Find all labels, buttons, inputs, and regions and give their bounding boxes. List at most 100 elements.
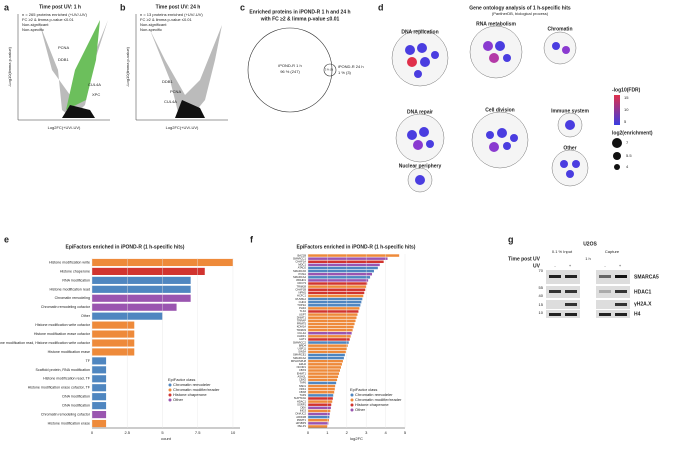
group-label: Immune system: [551, 108, 589, 114]
bar: [308, 418, 329, 422]
bar: [92, 419, 107, 428]
bar: [308, 387, 335, 391]
y-tick-label: CHD4: [299, 300, 307, 304]
protein: γH2A.X: [634, 301, 652, 307]
bar: [308, 359, 343, 363]
gene-label: CUL4A: [164, 99, 177, 104]
cloud-nonsig: [150, 25, 222, 118]
bar: [92, 348, 135, 356]
y-tick-label: USP11: [298, 346, 307, 350]
panel-title: Gene ontology analysis of 1 h-specific h…: [469, 5, 571, 11]
venn-label: iPOND-R 1 h: [278, 63, 301, 68]
bar: [308, 269, 374, 273]
legend: FC ≥2 & limma p-value ≤0.01: [22, 17, 75, 22]
legend: Non-specific: [140, 27, 162, 32]
bar: [308, 313, 358, 316]
group-label: RNA metabolism: [476, 21, 516, 27]
panel-subtitle: with FC ≥2 & limma p-value ≤0.01: [260, 16, 340, 22]
y-tick-label: DNMT1: [297, 315, 307, 319]
x-tick-label: 2: [346, 430, 349, 435]
legend-label: Chromatin modifier/reader: [173, 387, 220, 392]
y-tick-label: SMARCA4: [293, 275, 306, 279]
y-tick-label: Chromatin remodeling cofactor: [41, 305, 91, 309]
cloud-sig: [66, 20, 100, 110]
colorbar: [614, 95, 620, 125]
bar: [308, 266, 378, 270]
bar: [308, 282, 368, 285]
legend-tick: 7: [626, 140, 629, 145]
panel-letter: f: [250, 234, 254, 244]
legend-swatch: [350, 393, 354, 397]
bar: [92, 330, 135, 338]
legend-swatch: [168, 393, 172, 397]
bar: [308, 425, 328, 428]
axes: [17, 14, 110, 121]
y-tick-label: Histone modification erase: [48, 421, 90, 425]
lane-sign: -: [554, 263, 556, 268]
y-tick-label: Histone modification write cofactor: [35, 323, 91, 327]
bar: [308, 319, 356, 323]
y-tick-label: SSRP1: [297, 402, 306, 406]
y-tick-label: RNA modification: [62, 278, 90, 282]
y-tick-label: KDM1A: [297, 325, 306, 329]
panel-c: c Enriched proteins in iPOND-R 1 h and 2…: [240, 2, 364, 113]
group-circles: [391, 25, 589, 193]
y-tick-label: CHAF1B: [295, 287, 306, 291]
group-label: Chromatin: [548, 26, 573, 32]
gene-label: DDB1: [58, 57, 69, 62]
bar: [92, 276, 191, 284]
legend-label: Other: [355, 407, 366, 412]
bar: [308, 381, 337, 385]
cloud-nonspec: [62, 105, 95, 118]
x-tick-label: 3: [365, 430, 368, 435]
bar: [308, 300, 362, 304]
size-key: [612, 138, 622, 148]
panel-d: d Gene ontology analysis of 1 h-specific…: [378, 2, 653, 193]
y-tick-label: TAF9: [300, 393, 307, 397]
gene-label: PCNA: [170, 89, 181, 94]
bar: [92, 294, 191, 302]
kda: 15: [539, 302, 544, 307]
size-key: [613, 152, 621, 160]
bar: [308, 279, 369, 282]
bar: [308, 350, 346, 354]
bar: [92, 285, 191, 293]
y-tick-label: TAF6: [300, 381, 307, 385]
y-tick-label: TRIM28: [296, 284, 306, 288]
bar: [308, 257, 388, 260]
protein: SMARCA5: [634, 274, 659, 280]
panel-letter: b: [120, 2, 126, 12]
bar: [308, 378, 338, 382]
panel-subtitle: (PantherDB, biological process): [492, 11, 549, 16]
gene-label: DDB1: [162, 79, 173, 84]
bar: [308, 328, 353, 332]
x-tick-label: 4: [384, 430, 387, 435]
y-tick-label: MDC1: [298, 263, 306, 267]
legend-swatch: [350, 408, 354, 412]
venn-overlap: 3 % (9): [325, 68, 333, 72]
legend-label: Chromatin modifier/reader: [355, 397, 402, 402]
venn-label: iPOND-R 24 h: [338, 64, 364, 69]
bar: [308, 338, 350, 341]
y-tick-label: TLK2: [300, 309, 307, 313]
bar: [308, 341, 349, 344]
panel-title: Enriched proteins in iPOND-R 1 h and 24 …: [249, 9, 350, 15]
panel-letter: d: [378, 2, 384, 12]
bar: [308, 307, 360, 310]
bar: [92, 402, 107, 410]
panel-letter: a: [4, 2, 10, 12]
y-tick-label: Chromatin remodeling cofactor: [41, 413, 91, 417]
y-tick-label: Other: [81, 314, 91, 318]
legend: Non-specific: [22, 27, 44, 32]
panel-letter: g: [508, 234, 514, 244]
bar: [308, 260, 384, 264]
time-value: 1 h: [585, 256, 591, 261]
y-tick-label: SMARCA5: [293, 269, 306, 273]
bar: [308, 297, 363, 301]
row-label: Time post UV: [508, 256, 541, 262]
bar: [308, 369, 341, 372]
y-tick-label: Histone modification erase cofactor: [34, 332, 91, 336]
legend: n = 13 proteins enriched (+UV/-UV): [140, 12, 203, 17]
lane-sign: +: [569, 263, 572, 268]
group-label: DNA repair: [407, 109, 433, 115]
